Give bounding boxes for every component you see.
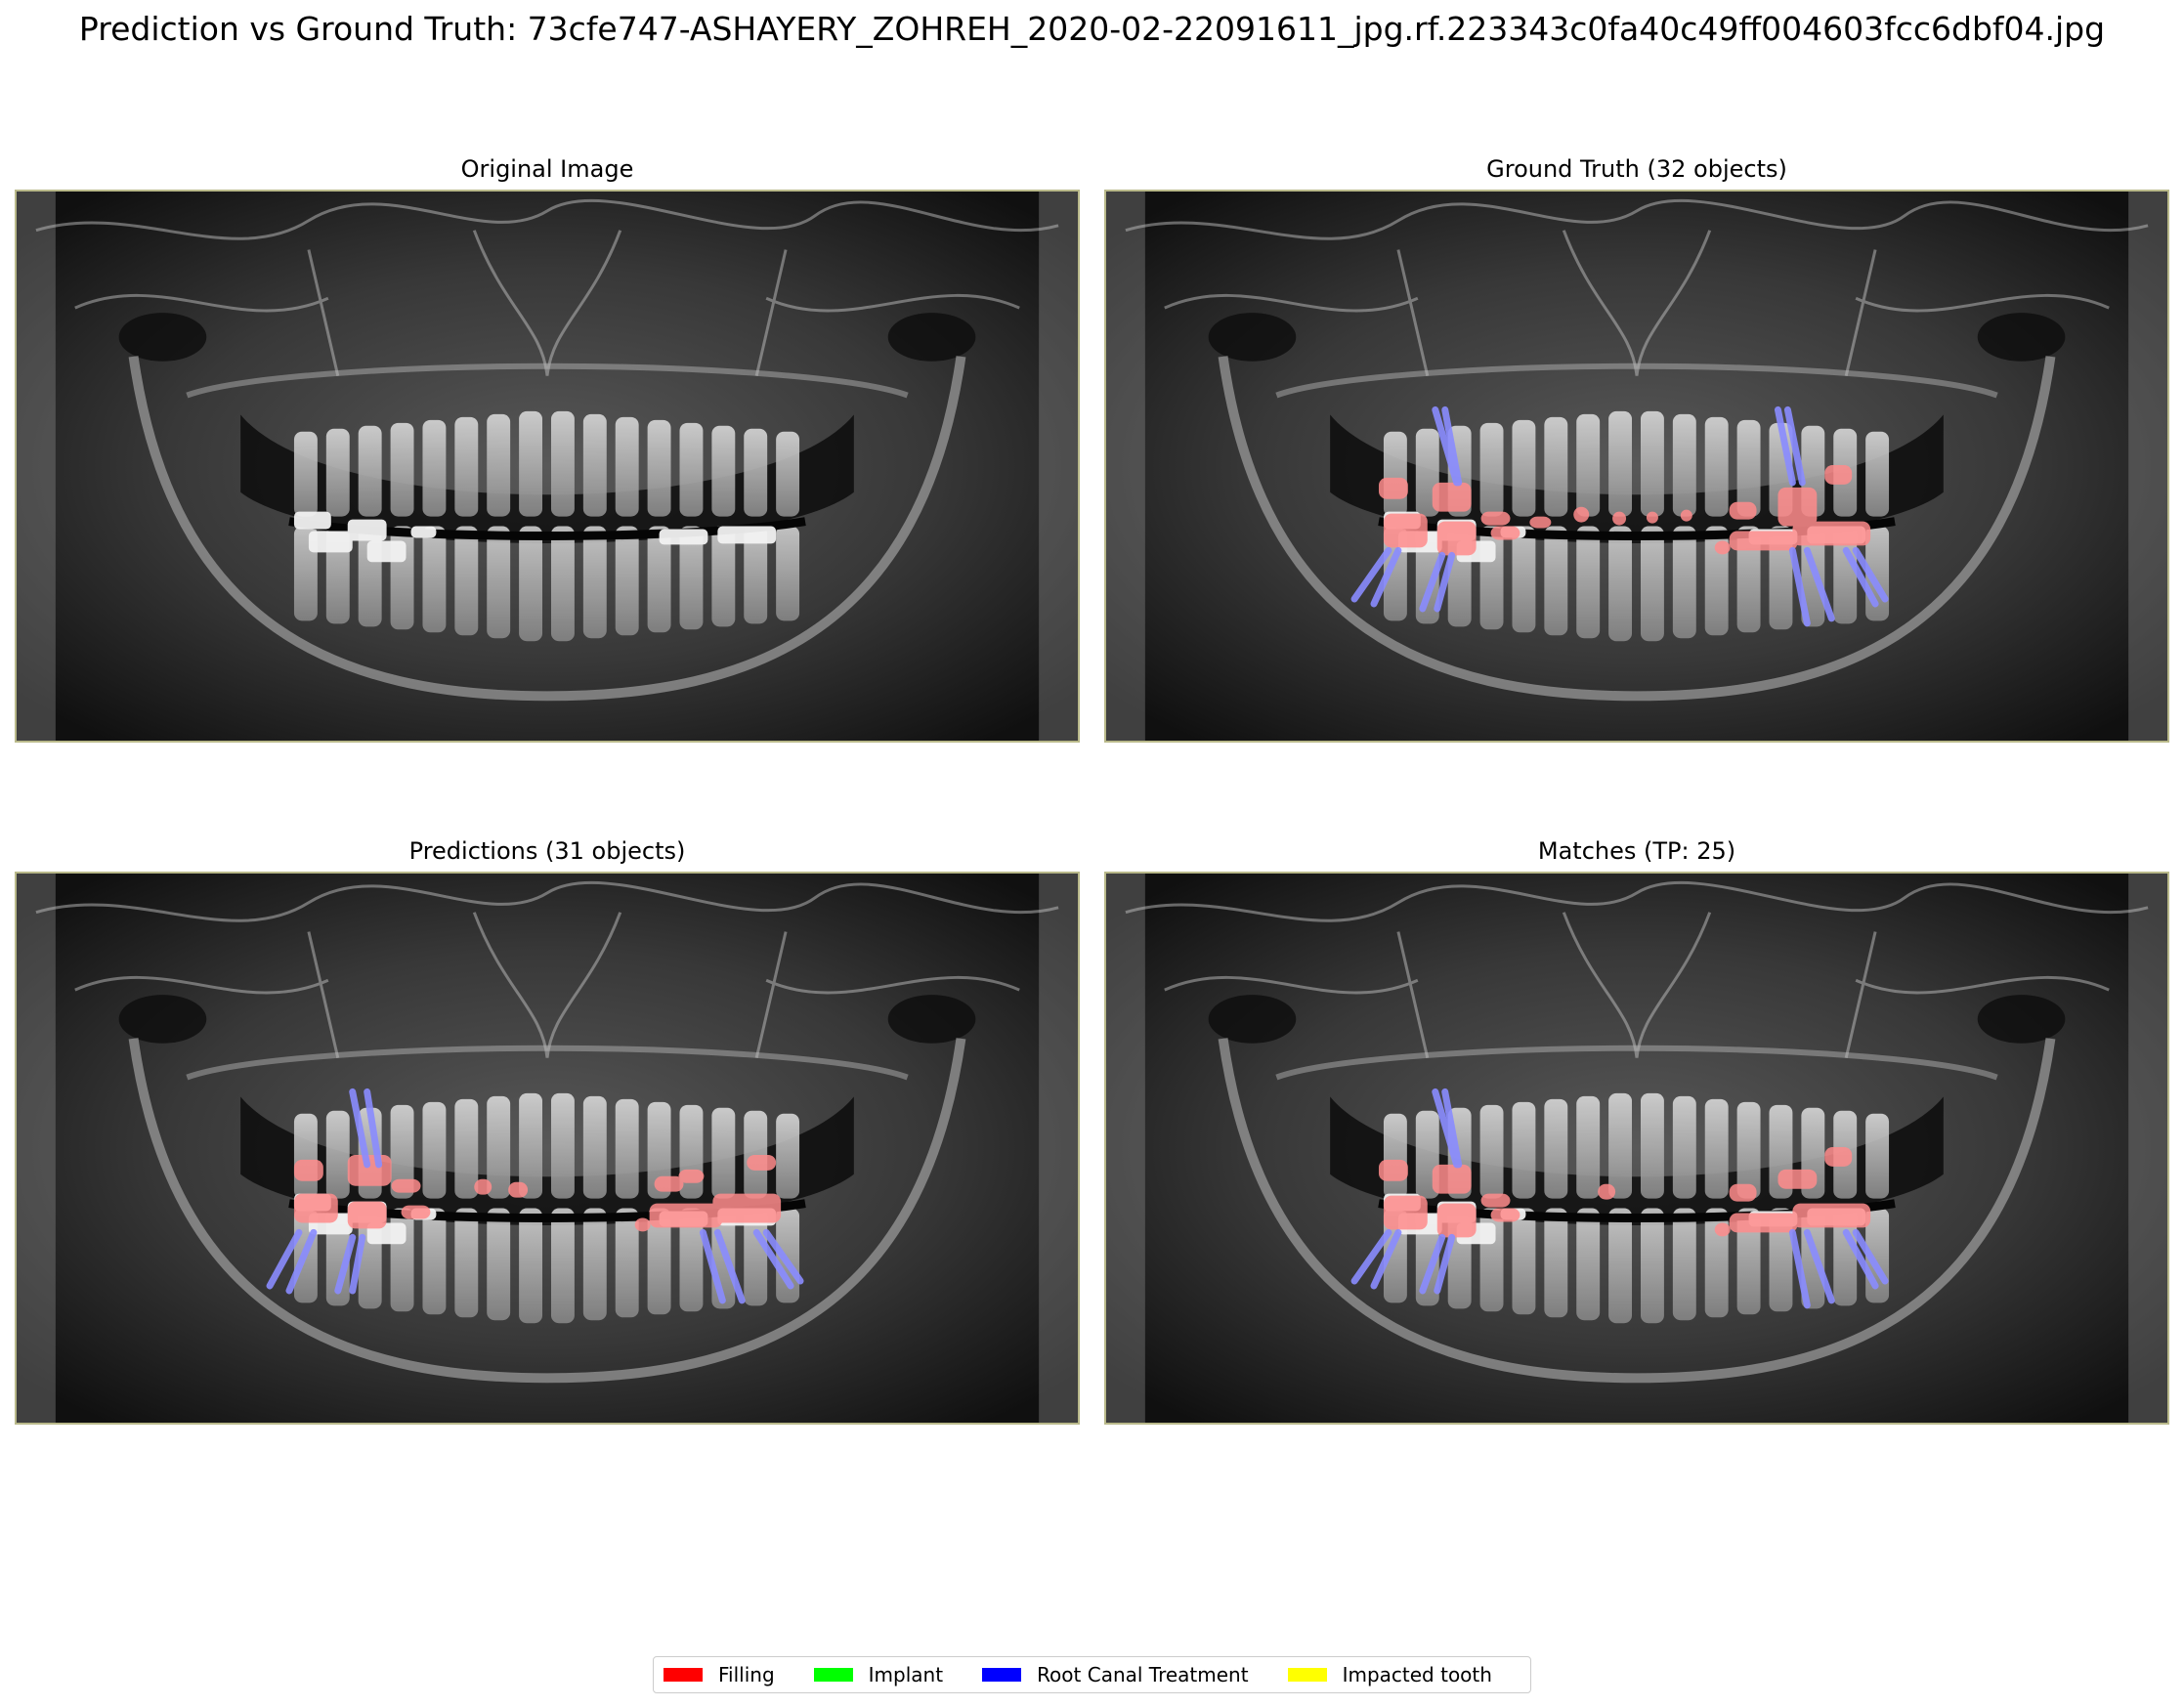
panel-title-original: Original Image [460,155,634,183]
legend-label-filling: Filling [718,1663,775,1686]
legend-item-root-canal-treatment: Root Canal Treatment [982,1663,1249,1686]
legend: Filling Implant Root Canal Treatment Imp… [653,1656,1531,1693]
panel-title-matches: Matches (TP: 25) [1537,837,1736,865]
panel-title-ground-truth: Ground Truth (32 objects) [1486,155,1787,183]
ground-truth-panel [1104,190,2169,743]
matches-panel [1104,872,2169,1425]
legend-label-root-canal-treatment: Root Canal Treatment [1037,1663,1249,1686]
legend-item-filling: Filling [664,1663,775,1686]
legend-label-implant: Implant [868,1663,944,1686]
original-image-panel [15,190,1080,743]
panel-title-predictions: Predictions (31 objects) [408,837,686,865]
xray-image-original [17,192,1078,741]
legend-item-implant: Implant [813,1663,944,1686]
legend-label-impacted-tooth: Impacted tooth [1342,1663,1492,1686]
legend-swatch-filling [664,1668,703,1682]
legend-item-impacted-tooth: Impacted tooth [1287,1663,1492,1686]
figure-title: Prediction vs Ground Truth: 73cfe747-ASH… [78,10,2106,48]
xray-image-ground-truth [1106,192,2167,741]
xray-image-predictions [17,874,1078,1423]
legend-swatch-implant [813,1668,853,1682]
legend-swatch-root-canal-treatment [982,1668,1022,1682]
predictions-panel [15,872,1080,1425]
xray-image-matches [1106,874,2167,1423]
legend-swatch-impacted-tooth [1287,1668,1327,1682]
